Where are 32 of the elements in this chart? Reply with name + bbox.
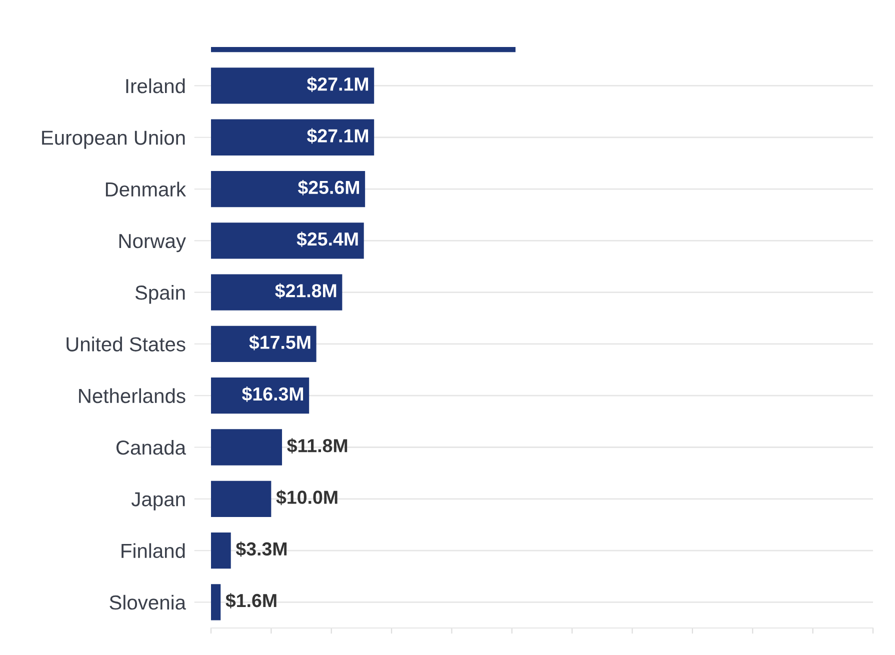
data-label: $10.0M [276,490,338,506]
data-label: $1.6M [226,593,276,608]
data-label: $27.1M [306,128,368,144]
bar [211,170,366,208]
y-tick-label: United States [66,336,186,352]
bar [211,222,364,259]
y-tick-label: Japan [131,492,185,510]
bar [211,532,231,569]
y-tick-label: Netherlands [79,388,186,404]
y-tick-label: European Union [42,130,185,149]
data-label: $21.8M [275,283,336,299]
y-tick-label: Norway [119,234,186,252]
y-tick-label: Slovenia [110,594,186,610]
bar [211,584,221,620]
y-tick-label: Ireland [126,78,185,94]
y-tick-label: Spain [135,285,185,304]
data-label: $27.1M [306,76,368,92]
bar [211,274,342,310]
data-label: $25.4M [296,232,358,247]
data-label: $3.3M [236,541,287,557]
y-tick-label: Canada [116,440,186,455]
bar [211,119,374,156]
data-label: $16.3M [242,386,304,402]
bar [211,480,272,517]
bar [211,429,282,466]
data-label: $17.5M [249,334,310,350]
data-label: $25.6M [298,180,359,196]
data-label: $11.8M [287,438,348,454]
bar [211,326,316,362]
y-tick-label: Denmark [106,182,186,197]
y-tick-label: Finland [122,543,185,558]
bar [211,68,374,104]
